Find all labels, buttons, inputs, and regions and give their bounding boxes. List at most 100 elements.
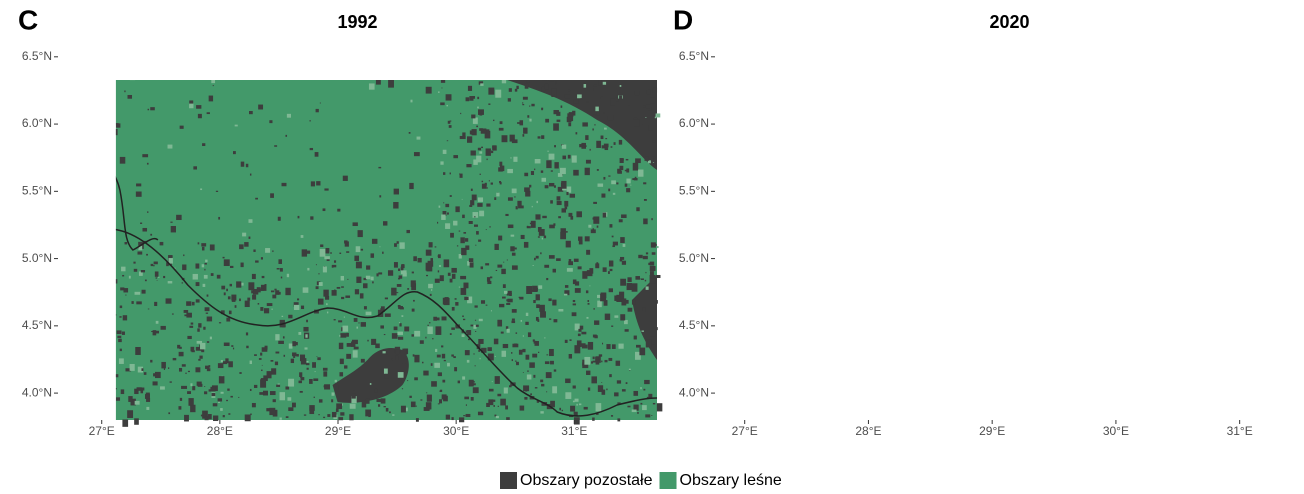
nonforest-patch	[470, 262, 474, 267]
nonforest-patch	[652, 140, 655, 143]
nonforest-patch	[624, 320, 628, 324]
nonforest-patch	[549, 73, 553, 75]
nonforest-patch	[439, 265, 441, 267]
legend-swatch	[500, 472, 517, 489]
nonforest-patch	[652, 157, 655, 159]
nonforest-patch	[280, 268, 283, 272]
nonforest-patch	[337, 209, 340, 212]
nonforest-patch	[404, 327, 409, 332]
nonforest-patch	[280, 392, 285, 400]
nonforest-patch	[1107, 111, 1111, 115]
nonforest-patch	[527, 370, 528, 371]
nonforest-patch	[1192, 190, 1193, 191]
nonforest-patch	[411, 334, 413, 336]
nonforest-patch	[316, 264, 317, 265]
nonforest-patch	[593, 228, 595, 230]
nonforest-patch	[1172, 300, 1174, 302]
nonforest-patch	[732, 276, 734, 279]
nonforest-patch	[495, 376, 500, 384]
nonforest-patch	[394, 189, 399, 195]
nonforest-patch	[525, 322, 528, 325]
nonforest-patch	[426, 87, 432, 94]
nonforest-patch	[597, 143, 599, 145]
nonforest-patch	[307, 368, 309, 370]
nonforest-patch	[1077, 199, 1080, 202]
nonforest-patch	[1229, 311, 1233, 315]
nonforest-patch	[353, 222, 358, 226]
nonforest-patch	[475, 46, 481, 53]
nonforest-patch	[1225, 265, 1227, 267]
nonforest-patch	[450, 66, 451, 67]
nonforest-patch	[910, 184, 914, 187]
nonforest-patch	[549, 318, 551, 319]
nonforest-patch	[1245, 205, 1247, 208]
nonforest-patch	[60, 247, 63, 249]
nonforest-patch	[592, 128, 593, 130]
nonforest-patch	[462, 376, 465, 379]
nonforest-patch	[538, 236, 540, 237]
nonforest-patch	[431, 381, 437, 387]
nonforest-patch	[475, 305, 478, 307]
nonforest-patch	[388, 79, 394, 88]
nonforest-patch	[313, 378, 318, 381]
nonforest-patch	[878, 283, 880, 284]
nonforest-patch	[1210, 319, 1212, 321]
nonforest-patch	[1094, 89, 1096, 90]
nonforest-patch	[144, 372, 147, 375]
nonforest-patch	[486, 148, 491, 155]
nonforest-patch	[844, 265, 846, 266]
nonforest-patch	[602, 390, 606, 395]
nonforest-patch	[1268, 346, 1271, 348]
nonforest-patch	[324, 188, 328, 190]
nonforest-patch	[305, 347, 308, 349]
nonforest-patch	[191, 323, 194, 325]
nonforest-patch	[103, 249, 108, 255]
nonforest-patch	[397, 241, 399, 244]
nonforest-patch	[142, 228, 147, 232]
nonforest-patch	[639, 348, 645, 356]
nonforest-patch	[849, 373, 851, 375]
nonforest-patch	[64, 401, 68, 406]
nonforest-patch	[254, 354, 257, 356]
nonforest-patch	[188, 371, 190, 372]
y-tick-label: 5.0°N	[22, 251, 52, 265]
nonforest-patch	[402, 50, 407, 54]
nonforest-patch	[412, 309, 415, 312]
nonforest-patch	[609, 261, 613, 267]
nonforest-patch	[315, 152, 319, 157]
nonforest-patch	[1083, 326, 1084, 327]
nonforest-patch	[195, 367, 200, 372]
nonforest-patch	[310, 148, 313, 150]
nonforest-patch	[419, 47, 424, 50]
nonforest-patch	[95, 400, 98, 404]
nonforest-patch	[150, 360, 152, 363]
nonforest-patch	[552, 300, 556, 306]
nonforest-patch	[864, 410, 865, 411]
nonforest-patch	[469, 258, 473, 262]
nonforest-patch	[292, 352, 296, 356]
nonforest-patch	[1093, 351, 1096, 354]
nonforest-patch	[1276, 46, 1278, 48]
nonforest-patch	[88, 221, 92, 225]
nonforest-patch	[548, 298, 551, 301]
nonforest-patch	[1167, 119, 1170, 122]
nonforest-patch	[270, 193, 274, 198]
nonforest-patch	[246, 416, 249, 419]
nonforest-patch	[1047, 193, 1050, 197]
nonforest-patch	[1023, 394, 1024, 395]
nonforest-patch	[1104, 331, 1106, 332]
nonforest-patch	[1181, 161, 1183, 162]
nonforest-patch	[1236, 396, 1238, 397]
nonforest-patch	[191, 350, 194, 352]
nonforest-patch	[1122, 62, 1124, 64]
nonforest-patch	[1096, 269, 1097, 271]
nonforest-patch	[650, 275, 656, 284]
nonforest-patch	[1177, 174, 1179, 177]
nonforest-patch	[872, 312, 875, 317]
nonforest-patch	[182, 364, 186, 366]
nonforest-patch	[107, 323, 111, 325]
nonforest-patch	[438, 372, 442, 376]
nonforest-patch	[652, 252, 656, 255]
nonforest-patch	[242, 233, 246, 237]
nonforest-patch	[226, 289, 228, 291]
